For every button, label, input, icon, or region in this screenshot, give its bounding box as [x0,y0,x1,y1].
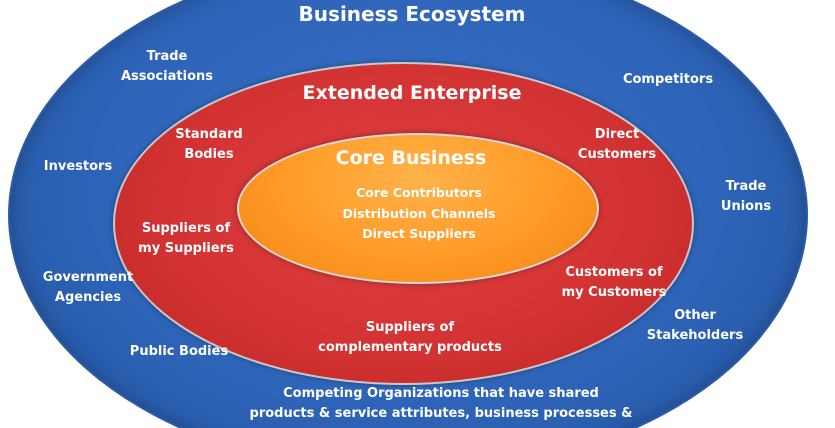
label-investors: Investors [43,159,113,174]
core-item-core-contributors: Core Contributors [356,185,482,200]
label-trade-associations: Trade Associations [121,49,213,84]
label-competitors: Competitors [622,72,714,87]
extended-enterprise-title: Extended Enterprise [302,82,522,104]
core-business-items: Core Contributors Distribution Channels … [343,183,496,245]
core-business-title: Core Business [335,147,487,169]
label-other-stakeholders: Other Stakeholders [646,308,744,343]
label-standard-bodies: Standard Bodies [175,127,243,162]
ecosystem-title: Business Ecosystem [298,2,526,26]
label-suppliers-of-complementary-products: Suppliers of complementary products [318,320,502,355]
label-suppliers-of-my-suppliers: Suppliers of my Suppliers [138,221,234,256]
label-customers-of-my-customers: Customers of my Customers [561,265,667,300]
label-trade-unions: Trade Unions [720,179,772,214]
core-business-ellipse [237,133,599,284]
core-item-direct-suppliers: Direct Suppliers [362,226,476,242]
label-competing-organizations: Competing Organizations that have shared… [249,386,633,421]
label-direct-customers: Direct Customers [577,127,657,162]
label-government-agencies: Government Agencies [42,270,134,305]
core-item-distribution-channels: Distribution Channels [342,205,496,221]
label-public-bodies: Public Bodies [129,344,229,359]
